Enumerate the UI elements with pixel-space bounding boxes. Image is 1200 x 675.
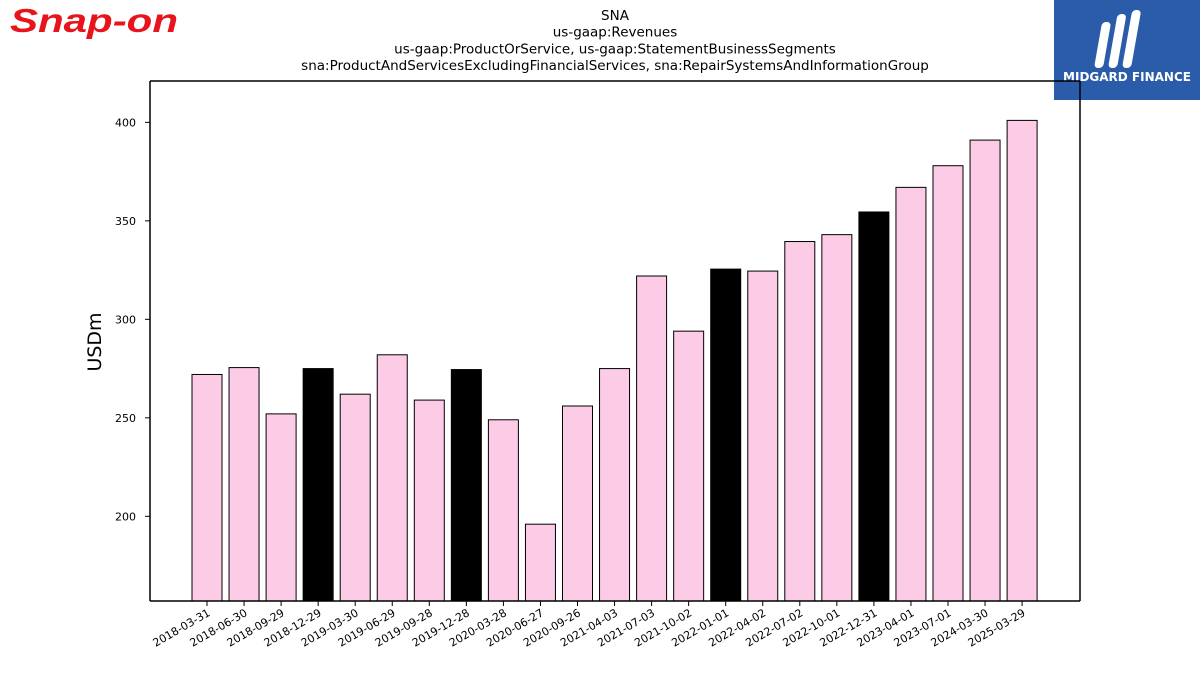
y-tick-label: 350 bbox=[115, 215, 136, 228]
bar-2022-04-02 bbox=[747, 270, 779, 602]
y-tick-label: 300 bbox=[115, 313, 136, 326]
y-tick-label: 400 bbox=[115, 116, 136, 129]
y-tick-label: 250 bbox=[115, 412, 136, 425]
bar-2022-01-01 bbox=[710, 268, 742, 602]
bar-2018-12-29 bbox=[302, 368, 334, 602]
bar-2021-10-02 bbox=[673, 330, 705, 602]
bar-2021-04-03 bbox=[599, 368, 631, 602]
bar-2019-09-28 bbox=[413, 399, 445, 602]
chart-title-line: sna:ProductAndServicesExcludingFinancial… bbox=[301, 58, 929, 74]
bar-2019-03-30 bbox=[339, 393, 371, 602]
bar-2021-07-03 bbox=[636, 275, 668, 602]
bar-2023-04-01 bbox=[895, 186, 927, 602]
bars bbox=[191, 119, 1038, 602]
chart-title-line: us-gaap:Revenues bbox=[553, 25, 678, 41]
bar-2018-03-31 bbox=[191, 373, 223, 602]
bar-2018-09-29 bbox=[265, 413, 297, 602]
midgard-emblem-icon: MIDGARD FINANCE bbox=[1063, 10, 1191, 84]
bar-2018-06-30 bbox=[228, 367, 260, 602]
x-axis-ticks: 2018-03-312018-06-302018-09-292018-12-29… bbox=[151, 601, 1028, 650]
snap-on-logo-text: Snap-on bbox=[10, 2, 178, 39]
chart-title-line: us-gaap:ProductOrService, us-gaap:Statem… bbox=[394, 41, 836, 57]
bar-2019-06-29 bbox=[376, 354, 408, 602]
bar-2024-03-30 bbox=[969, 139, 1001, 602]
bar-2022-12-31 bbox=[858, 211, 890, 602]
y-axis-ticks: 200 250 300 350 400 bbox=[115, 116, 150, 523]
bar-2022-10-01 bbox=[821, 234, 853, 602]
bar-2020-09-26 bbox=[562, 405, 593, 602]
bar-2019-12-28 bbox=[450, 369, 482, 602]
bar-2023-07-01 bbox=[932, 165, 964, 602]
snap-on-logo: Snap-on bbox=[10, 2, 178, 39]
midgard-finance-text: MIDGARD FINANCE bbox=[1063, 70, 1191, 84]
y-axis-label: USDm bbox=[84, 312, 106, 371]
chart-title: SNAus-gaap:Revenuesus-gaap:ProductOrServ… bbox=[301, 8, 929, 74]
midgard-finance-logo: MIDGARD FINANCE bbox=[1054, 0, 1200, 100]
bar-2020-06-27 bbox=[524, 523, 556, 602]
bar-2020-03-28 bbox=[487, 419, 519, 602]
bar-2022-07-02 bbox=[784, 241, 816, 602]
bar-2025-03-29 bbox=[1006, 119, 1038, 602]
chart-title-line: SNA bbox=[601, 8, 630, 24]
y-tick-label: 200 bbox=[115, 510, 136, 523]
